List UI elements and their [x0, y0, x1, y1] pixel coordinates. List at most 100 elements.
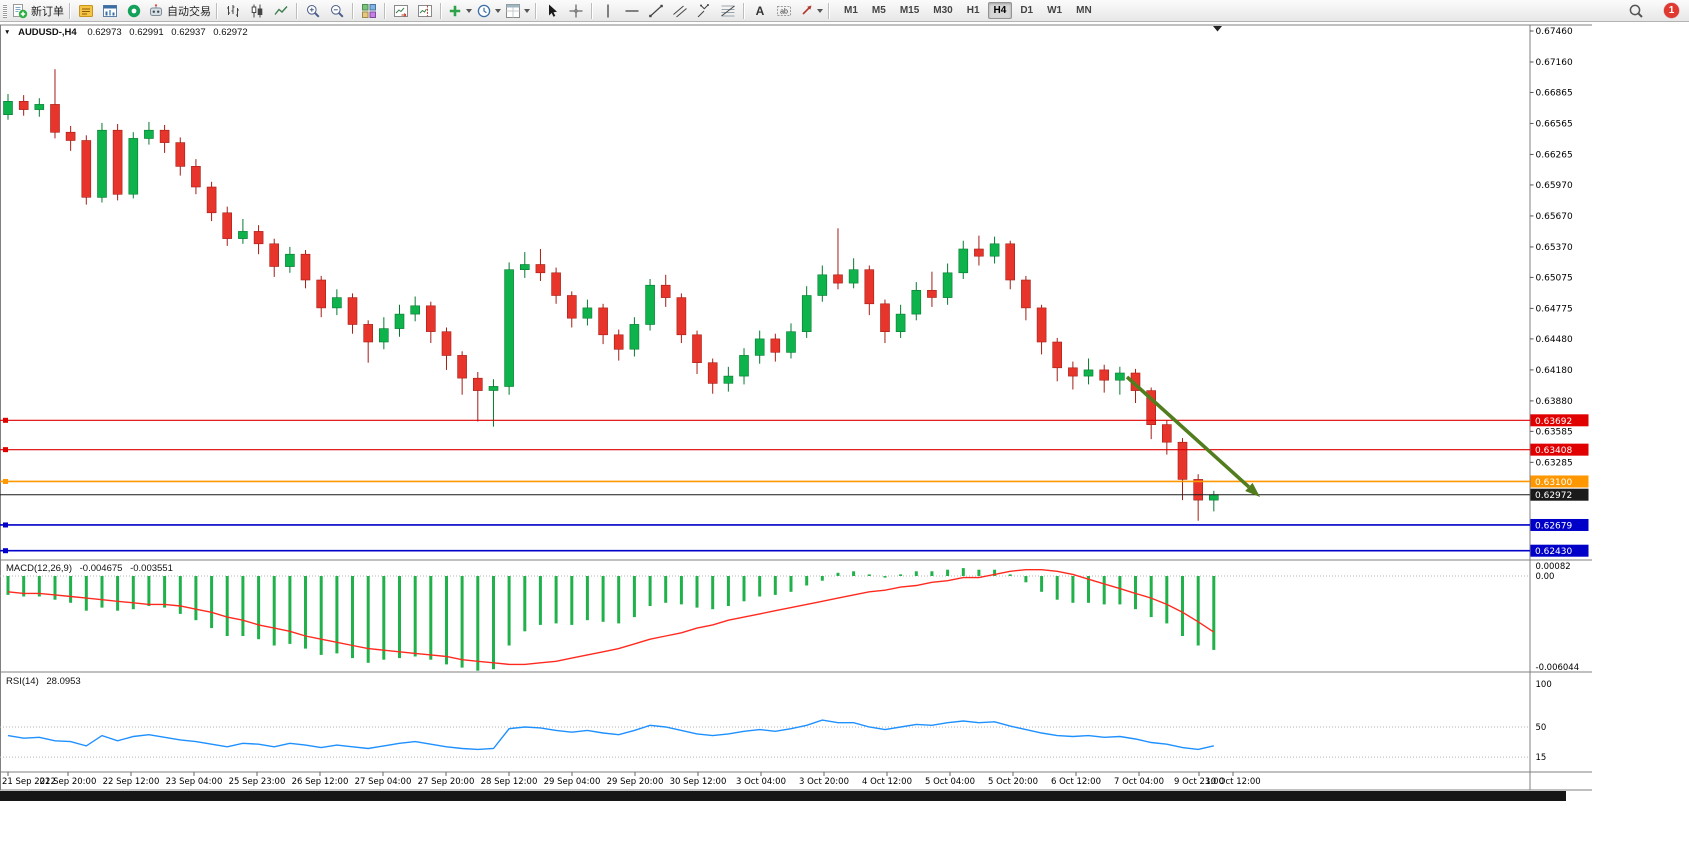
macd-histogram-bar: [429, 576, 433, 660]
price-chart-canvas[interactable]: 0.67460 0.67160 0.66865 0.66565 0.66265 0.659…: [0, 22, 1689, 856]
trend-arrow-head[interactable]: [1245, 482, 1260, 497]
search-button[interactable]: [1624, 1, 1648, 21]
time-axis-label: 28 Sep 12:00: [481, 777, 538, 787]
notification-badge[interactable]: 1: [1664, 3, 1679, 18]
macd-histogram-bar: [758, 576, 762, 597]
charts-button[interactable]: [98, 1, 122, 21]
rsi-panel[interactable]: 100 50 15: [0, 680, 1552, 763]
macd-histogram-bar: [351, 576, 354, 659]
candle: [1162, 424, 1172, 443]
horizontal-line-button[interactable]: [620, 1, 644, 21]
bottom-scrollbar[interactable]: [0, 791, 1566, 801]
timeframe-w1[interactable]: W1: [1047, 5, 1063, 16]
price-axis-label: 0.66265: [1536, 150, 1573, 160]
auto-scroll-button[interactable]: [389, 1, 413, 21]
price-axis-label: 0.64480: [1536, 335, 1573, 345]
zoom-in-button[interactable]: [301, 1, 325, 21]
periods-button[interactable]: [474, 1, 503, 21]
bars-button[interactable]: [221, 1, 245, 21]
trend-arrow-object[interactable]: [1125, 375, 1251, 489]
macd-main-value: -0.004675: [79, 563, 123, 574]
macd-histogram-bar: [1165, 576, 1169, 624]
crosshair-button[interactable]: [564, 1, 588, 21]
line-chart-button[interactable]: [269, 1, 293, 21]
channel-button[interactable]: [668, 1, 692, 21]
templates-button[interactable]: [503, 1, 532, 21]
new-order-button[interactable]: 新订单: [10, 1, 66, 21]
candle: [332, 297, 342, 309]
timeframe-m5[interactable]: M5: [871, 5, 886, 16]
macd-histogram-bar: [147, 576, 151, 606]
macd-histogram-bar: [883, 576, 887, 578]
autotrading-button[interactable]: 自动交易: [146, 1, 213, 21]
timeframe-m1[interactable]: M1: [844, 5, 858, 16]
macd-histogram-bar: [37, 576, 41, 597]
price-axis[interactable]: 0.67460 0.67160 0.66865 0.66565 0.66265 0.659…: [1530, 27, 1573, 468]
indicators-button[interactable]: [445, 1, 474, 21]
label-button[interactable]: ab: [772, 1, 796, 21]
macd-title: MACD(12,26,9): [6, 563, 72, 574]
time-axis-label: 5 Oct 20:00: [988, 777, 1038, 787]
metaeditor-button[interactable]: [74, 1, 98, 21]
line-handle[interactable]: [3, 417, 8, 423]
trendline-button[interactable]: [644, 1, 668, 21]
macd-histogram-bar: [554, 576, 558, 624]
ohlc-high: 0.62991: [129, 27, 164, 38]
ohlc-low: 0.62937: [171, 27, 206, 38]
macd-histogram-bar: [820, 576, 824, 581]
candle: [504, 269, 514, 387]
fibonacci-button[interactable]: [716, 1, 740, 21]
pitchfork-button[interactable]: [692, 1, 716, 21]
timeframe-mn[interactable]: MN: [1076, 5, 1092, 16]
macd-histogram-bar: [914, 571, 918, 576]
timeframe-h1[interactable]: H1: [966, 5, 980, 16]
rsi-line: [7, 719, 1214, 751]
scroll-to-end-icon[interactable]: [1213, 26, 1222, 32]
price-badge: [1530, 414, 1589, 427]
zoom-out-button[interactable]: [325, 1, 349, 21]
hline-objects: 0.63692 0.63408 0.63100 0.62679 0.62430: [0, 414, 1589, 557]
macd-histogram-bar: [1087, 576, 1090, 603]
rsi-axis-label: 100: [1536, 680, 1552, 690]
zoom-in-icon: [307, 4, 320, 18]
price-axis-label: 0.63285: [1536, 458, 1573, 468]
candle: [1099, 369, 1109, 381]
dropdown-caret-icon: [817, 8, 823, 13]
text-button[interactable]: A: [748, 1, 772, 21]
line-handle[interactable]: [3, 548, 8, 554]
cursor-button[interactable]: [540, 1, 564, 21]
chart-shift-button[interactable]: [413, 1, 437, 21]
macd-histogram-bar: [601, 576, 605, 622]
candle: [269, 243, 280, 267]
toolbar-grip[interactable]: [3, 3, 7, 18]
candle: [1068, 367, 1078, 377]
time-axis-label: 21 Sep 20:00: [40, 777, 97, 787]
price-axis-label: 0.66865: [1536, 88, 1573, 98]
community-button[interactable]: [122, 1, 146, 21]
candle: [770, 338, 781, 353]
arrows-button[interactable]: [796, 1, 825, 21]
timeframe-m15[interactable]: M15: [899, 5, 920, 16]
timeframe-h4[interactable]: H4: [987, 2, 1013, 19]
line-handle[interactable]: [3, 478, 8, 484]
candle: [895, 313, 906, 333]
candle: [191, 166, 201, 188]
tile-windows-button[interactable]: [357, 1, 381, 21]
candle: [551, 272, 561, 296]
toolbar-separator: [828, 2, 830, 19]
macd-histogram-bar: [523, 576, 527, 632]
timeframe-m30[interactable]: M30: [933, 5, 953, 16]
vertical-line-button[interactable]: [596, 1, 620, 21]
line-handle[interactable]: [3, 447, 8, 453]
chart-window[interactable]: 0.67460 0.67160 0.66865 0.66565 0.66265 0.659…: [0, 22, 1689, 856]
line-handle[interactable]: [3, 522, 8, 528]
chart-menu-icon[interactable]: ▼: [4, 29, 11, 36]
timeframe-d1[interactable]: D1: [1020, 5, 1034, 16]
macd-histogram-bar: [445, 576, 448, 665]
candles-button[interactable]: [245, 1, 269, 21]
macd-histogram-bar: [69, 576, 73, 603]
toolbar-separator: [591, 2, 593, 19]
candle: [613, 334, 624, 350]
